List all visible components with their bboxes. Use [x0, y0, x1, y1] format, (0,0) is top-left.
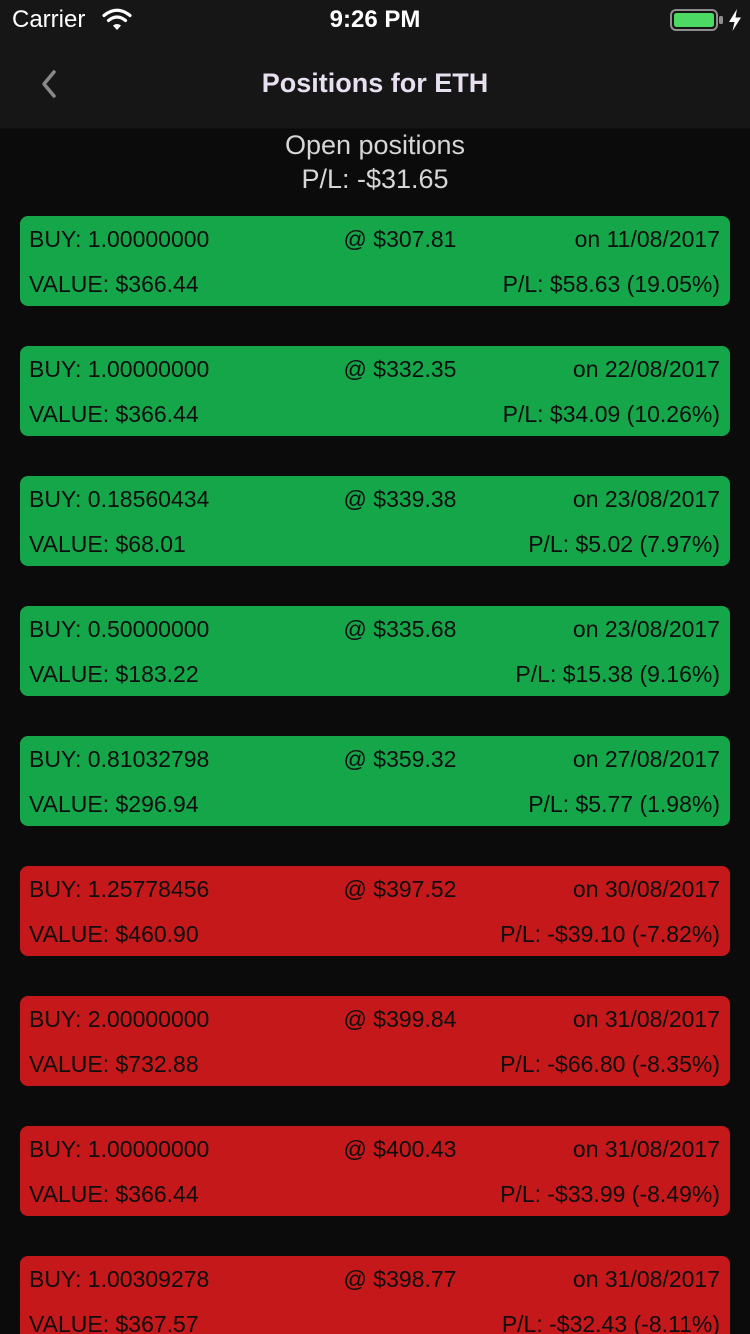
position-value: VALUE: $366.44 [29, 401, 199, 427]
position-pl: P/L: -$66.80 (-8.35%) [500, 1051, 720, 1077]
position-value: VALUE: $460.90 [29, 921, 199, 947]
position-buy-price: @ $307.81 [343, 226, 457, 252]
position-pl: P/L: $5.02 (7.97%) [528, 531, 720, 557]
position-date: on 30/08/2017 [572, 876, 720, 902]
position-card[interactable]: BUY: 2.00000000 @ $399.84 on 31/08/2017 VAL… [20, 996, 730, 1086]
carrier-label: Carrier [12, 6, 86, 33]
status-bar: Carrier 9:26 PM [0, 0, 750, 40]
page-title: Positions for ETH [261, 68, 489, 98]
wifi-icon [102, 8, 132, 30]
position-buy-price: @ $399.84 [343, 1006, 457, 1032]
position-buy-price: @ $398.77 [343, 1266, 457, 1292]
position-pl: P/L: $5.77 (1.98%) [528, 791, 720, 817]
battery-icon [670, 9, 723, 31]
position-card[interactable]: BUY: 1.25778456 @ $397.52 on 30/08/2017 VAL… [20, 866, 730, 956]
position-pl: P/L: -$32.43 (-8.11%) [501, 1311, 720, 1334]
position-pl: P/L: -$39.10 (-7.82%) [500, 921, 720, 947]
clock: 9:26 PM [329, 6, 421, 33]
position-card[interactable]: BUY: 1.00000000 @ $307.81 on 11/08/2017 VAL… [20, 216, 730, 306]
position-buy-amount: BUY: 1.00000000 [29, 226, 210, 252]
position-buy-amount: BUY: 0.81032798 [29, 746, 210, 772]
position-buy-price: @ $332.35 [343, 356, 457, 382]
position-buy-price: @ $400.43 [343, 1136, 457, 1162]
position-date: on 31/08/2017 [572, 1136, 720, 1162]
position-value: VALUE: $183.22 [29, 661, 199, 687]
position-date: on 11/08/2017 [574, 226, 720, 252]
position-pl: P/L: $58.63 (19.05%) [502, 271, 720, 297]
summary-title: Open positions [284, 130, 466, 160]
position-date: on 31/08/2017 [572, 1006, 720, 1032]
charging-icon [729, 9, 741, 31]
summary-pl: P/L: -$31.65 [301, 164, 449, 194]
position-buy-amount: BUY: 0.18560434 [29, 486, 210, 512]
position-buy-amount: BUY: 1.00309278 [29, 1266, 210, 1292]
position-pl: P/L: $34.09 (10.26%) [502, 401, 720, 427]
position-card[interactable]: BUY: 1.00000000 @ $332.35 on 22/08/2017 VAL… [20, 346, 730, 436]
position-buy-amount: BUY: 0.50000000 [29, 616, 210, 642]
position-value: VALUE: $68.01 [29, 531, 186, 557]
position-date: on 31/08/2017 [572, 1266, 720, 1292]
position-card[interactable]: BUY: 1.00309278 @ $398.77 on 31/08/2017 VAL… [20, 1256, 730, 1334]
position-card[interactable]: BUY: 0.50000000 @ $335.68 on 23/08/2017 VAL… [20, 606, 730, 696]
position-buy-price: @ $359.32 [343, 746, 457, 772]
chevron-left-icon [42, 70, 56, 98]
position-value: VALUE: $367.57 [29, 1311, 199, 1334]
position-date: on 27/08/2017 [572, 746, 720, 772]
position-card[interactable]: BUY: 0.81032798 @ $359.32 on 27/08/2017 VAL… [20, 736, 730, 826]
position-value: VALUE: $296.94 [29, 791, 199, 817]
position-buy-price: @ $339.38 [343, 486, 457, 512]
position-pl: P/L: $15.38 (9.16%) [515, 661, 720, 687]
position-pl: P/L: -$33.99 (-8.49%) [500, 1181, 720, 1207]
position-buy-price: @ $335.68 [343, 616, 457, 642]
navigation-bar: Positions for ETH [0, 40, 750, 129]
position-date: on 23/08/2017 [572, 616, 720, 642]
position-date: on 23/08/2017 [572, 486, 720, 512]
back-button[interactable] [28, 62, 72, 106]
position-value: VALUE: $366.44 [29, 1181, 199, 1207]
position-buy-price: @ $397.52 [343, 876, 457, 902]
position-buy-amount: BUY: 2.00000000 [29, 1006, 210, 1032]
position-card[interactable]: BUY: 0.18560434 @ $339.38 on 23/08/2017 VAL… [20, 476, 730, 566]
position-buy-amount: BUY: 1.00000000 [29, 1136, 210, 1162]
position-buy-amount: BUY: 1.00000000 [29, 356, 210, 382]
position-card[interactable]: BUY: 1.00000000 @ $400.43 on 31/08/2017 VAL… [20, 1126, 730, 1216]
position-buy-amount: BUY: 1.25778456 [29, 876, 210, 902]
position-date: on 22/08/2017 [572, 356, 720, 382]
position-value: VALUE: $732.88 [29, 1051, 199, 1077]
position-value: VALUE: $366.44 [29, 271, 199, 297]
